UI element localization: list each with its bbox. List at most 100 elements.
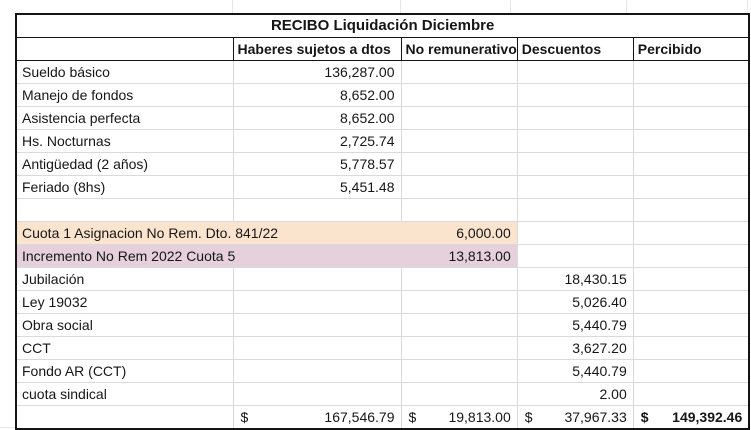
haberes-cell[interactable]: 136,287.00 bbox=[232, 60, 402, 84]
descuentos-cell[interactable] bbox=[516, 129, 634, 153]
row-label-cell[interactable]: Antigüedad (2 años) bbox=[15, 152, 234, 176]
percibido-cell[interactable] bbox=[632, 289, 750, 314]
haberes-cell[interactable] bbox=[232, 335, 402, 360]
row-label-cell[interactable]: Incremento No Rem 2022 Cuota 5 bbox=[15, 243, 402, 268]
row-label-cell[interactable]: Obra social bbox=[15, 312, 234, 337]
percibido-cell[interactable] bbox=[632, 152, 750, 176]
haberes-cell[interactable] bbox=[232, 312, 402, 337]
percibido-cell[interactable] bbox=[632, 312, 750, 337]
haberes-cell[interactable]: 5,451.48 bbox=[232, 175, 402, 199]
no-rem-cell[interactable] bbox=[400, 312, 518, 337]
descuentos-cell[interactable]: 3,627.20 bbox=[516, 335, 634, 360]
totals-no-rem-cell[interactable]: $ 19,813.00 bbox=[400, 404, 518, 429]
descuentos-cell[interactable] bbox=[516, 220, 634, 245]
descuentos-cell[interactable] bbox=[516, 243, 634, 268]
percibido-cell[interactable] bbox=[632, 381, 750, 406]
haberes-cell[interactable] bbox=[232, 381, 402, 406]
row-label-cell[interactable]: Manejo de fondos bbox=[15, 83, 234, 107]
haberes-cell[interactable]: 2,725.74 bbox=[232, 129, 402, 153]
no-rem-cell[interactable]: 13,813.00 bbox=[400, 243, 518, 268]
descuentos-cell[interactable]: 18,430.15 bbox=[516, 266, 634, 291]
no-rem-cell[interactable] bbox=[400, 335, 518, 360]
no-rem-cell[interactable] bbox=[400, 198, 518, 222]
table-row: Manejo de fondos 8,652.00 bbox=[15, 83, 750, 107]
row-label-cell[interactable]: Ley 19032 bbox=[15, 289, 234, 314]
descuentos-cell[interactable] bbox=[516, 106, 634, 130]
currency-symbol: $ bbox=[524, 408, 533, 425]
recibo-table: RECIBO Liquidación Diciembre Haberes suj… bbox=[15, 13, 751, 430]
no-rem-cell[interactable] bbox=[400, 381, 518, 406]
percibido-cell[interactable] bbox=[632, 129, 750, 153]
table-title[interactable]: RECIBO Liquidación Diciembre bbox=[16, 14, 750, 38]
row-label-cell[interactable]: cuota sindical bbox=[15, 381, 234, 406]
percibido-cell[interactable] bbox=[632, 60, 750, 84]
table-row: Asistencia perfecta 8,652.00 bbox=[15, 106, 750, 130]
descuentos-cell[interactable]: 5,026.40 bbox=[516, 289, 634, 314]
totals-percibido-value: 149,392.46 bbox=[672, 408, 743, 425]
percibido-cell[interactable] bbox=[632, 220, 750, 245]
no-rem-cell[interactable] bbox=[400, 129, 518, 153]
percibido-cell[interactable] bbox=[632, 83, 750, 107]
currency-symbol: $ bbox=[240, 408, 249, 425]
table-row: cuota sindical 2.00 bbox=[15, 381, 750, 406]
haberes-cell[interactable]: 5,778.57 bbox=[232, 152, 402, 176]
no-rem-cell[interactable] bbox=[400, 152, 518, 176]
table-row: Cuota 1 Asignacion No Rem. Dto. 841/22 6,… bbox=[15, 220, 750, 245]
totals-descuentos-value: 37,967.33 bbox=[564, 408, 627, 425]
percibido-cell[interactable] bbox=[632, 358, 750, 383]
row-label-cell[interactable]: Asistencia perfecta bbox=[15, 106, 234, 130]
percibido-cell[interactable] bbox=[632, 335, 750, 360]
sheet-gridline bbox=[626, 0, 627, 13]
no-rem-cell[interactable] bbox=[400, 289, 518, 314]
percibido-cell[interactable] bbox=[632, 106, 750, 130]
descuentos-cell[interactable] bbox=[516, 152, 634, 176]
descuentos-cell[interactable]: 5,440.79 bbox=[516, 312, 634, 337]
header-cell-descuentos[interactable]: Descuentos bbox=[516, 37, 634, 61]
no-rem-cell[interactable] bbox=[400, 106, 518, 130]
row-label-cell[interactable]: Hs. Nocturnas bbox=[15, 129, 234, 153]
percibido-cell[interactable] bbox=[632, 266, 750, 291]
percibido-cell[interactable] bbox=[632, 198, 750, 222]
table-row: Feriado (8hs) 5,451.48 bbox=[15, 175, 750, 199]
no-rem-cell[interactable] bbox=[400, 358, 518, 383]
totals-blank-cell[interactable] bbox=[15, 404, 234, 429]
no-rem-cell[interactable] bbox=[400, 175, 518, 199]
totals-descuentos-cell[interactable]: $ 37,967.33 bbox=[516, 404, 634, 429]
row-label-cell[interactable]: Jubilación bbox=[15, 266, 234, 291]
percibido-cell[interactable] bbox=[632, 243, 750, 268]
haberes-cell[interactable] bbox=[232, 358, 402, 383]
row-label-cell[interactable]: Sueldo básico bbox=[15, 60, 234, 84]
header-cell-no-remunerativo[interactable]: No remunerativo bbox=[400, 37, 518, 61]
header-cell-blank[interactable] bbox=[15, 37, 234, 61]
sheet-gridline bbox=[232, 0, 233, 13]
header-cell-haberes[interactable]: Haberes sujetos a dtos bbox=[232, 37, 402, 61]
percibido-cell[interactable] bbox=[632, 175, 750, 199]
haberes-cell[interactable]: 8,652.00 bbox=[232, 106, 402, 130]
haberes-cell[interactable] bbox=[232, 289, 402, 314]
descuentos-cell[interactable] bbox=[516, 83, 634, 107]
descuentos-cell[interactable] bbox=[516, 198, 634, 222]
totals-percibido-cell[interactable]: $ 149,392.46 bbox=[632, 404, 750, 429]
row-label-cell[interactable]: Fondo AR (CCT) bbox=[15, 358, 234, 383]
no-rem-cell[interactable]: 6,000.00 bbox=[400, 220, 518, 245]
totals-haberes-cell[interactable]: $ 167,546.79 bbox=[232, 404, 402, 429]
header-cell-percibido[interactable]: Percibido bbox=[632, 37, 750, 61]
no-rem-cell[interactable] bbox=[400, 60, 518, 84]
row-label-cell[interactable]: Cuota 1 Asignacion No Rem. Dto. 841/22 bbox=[15, 220, 402, 245]
haberes-cell[interactable] bbox=[232, 198, 402, 222]
haberes-cell[interactable] bbox=[232, 266, 402, 291]
descuentos-cell[interactable] bbox=[516, 175, 634, 199]
row-label-cell[interactable]: Feriado (8hs) bbox=[15, 175, 234, 199]
descuentos-cell[interactable]: 2.00 bbox=[516, 381, 634, 406]
row-label-cell[interactable]: CCT bbox=[15, 335, 234, 360]
descuentos-cell[interactable]: 5,440.79 bbox=[516, 358, 634, 383]
table-row: Antigüedad (2 años) 5,778.57 bbox=[15, 152, 750, 176]
row-label-cell[interactable] bbox=[15, 198, 234, 222]
haberes-cell[interactable]: 8,652.00 bbox=[232, 83, 402, 107]
descuentos-cell[interactable] bbox=[516, 60, 634, 84]
no-rem-cell[interactable] bbox=[400, 83, 518, 107]
no-rem-cell[interactable] bbox=[400, 266, 518, 291]
header-row: Haberes sujetos a dtos No remunerativo D… bbox=[15, 37, 750, 61]
totals-haberes-value: 167,546.79 bbox=[324, 408, 395, 425]
